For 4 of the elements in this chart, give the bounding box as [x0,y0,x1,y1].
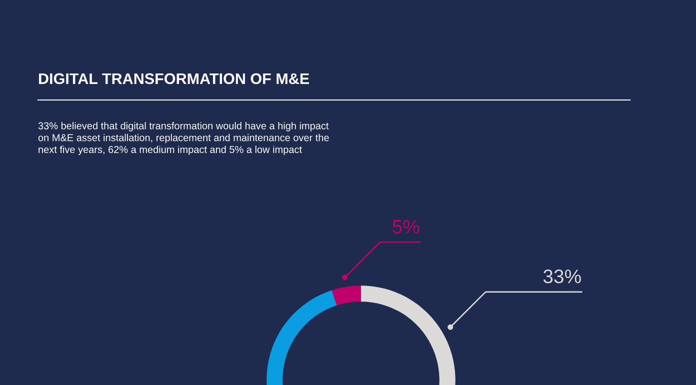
data-label: 33% [543,270,581,284]
data-label: 5% [392,220,420,234]
text: 33% believed that digital transformation would have a high impact on M&E asset installation, replacement and maintenance over the next five years, 62% a medium impact and 5% a low impact [38,122,329,156]
chart-title: DIGITAL TRANSFORMATION OF M&E [39,73,310,84]
